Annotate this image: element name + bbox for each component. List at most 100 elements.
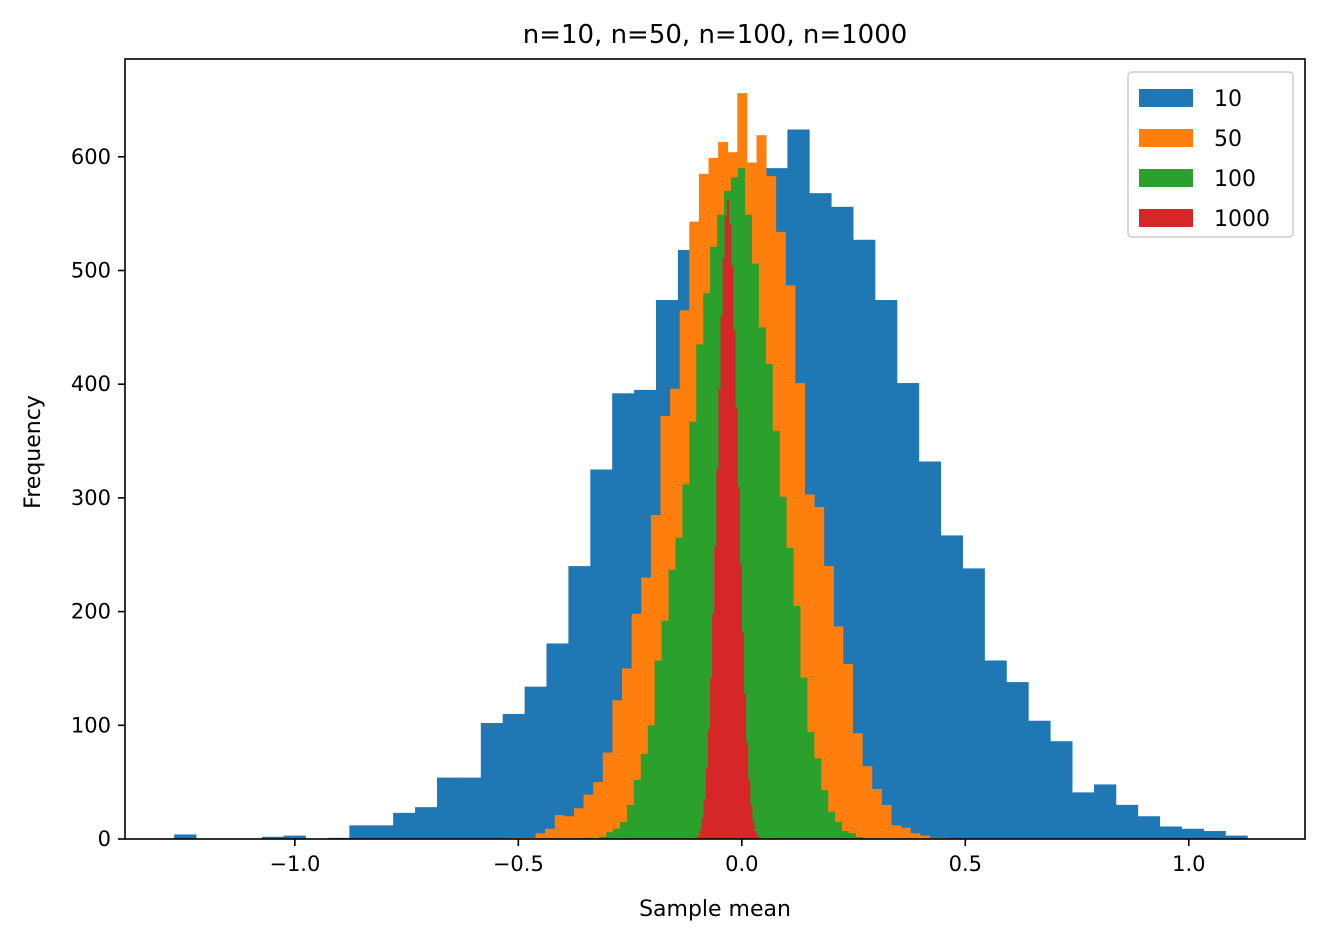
bar-10-46 [1181, 828, 1204, 839]
bar-100-25 [758, 327, 766, 839]
bar-1000-9 [714, 546, 717, 839]
bar-50-3 [535, 833, 546, 839]
bar-50-9 [593, 782, 604, 839]
bar-50-6 [564, 816, 575, 839]
legend-label-10: 10 [1214, 87, 1242, 112]
bar-50-8 [583, 794, 594, 839]
bar-1000-26 [749, 804, 753, 839]
bar-100-32 [807, 732, 815, 839]
bar-10-38 [1006, 682, 1029, 839]
bar-1000-11 [718, 388, 721, 839]
bar-10-10 [393, 812, 416, 839]
bar-10-35 [940, 535, 963, 839]
bar-100-35 [827, 811, 836, 839]
legend-swatch-100 [1139, 169, 1193, 187]
bar-100-24 [751, 263, 759, 839]
x-tick-label: 0.5 [949, 852, 982, 876]
bar-100-31 [800, 677, 808, 839]
bar-100-29 [786, 547, 794, 839]
bar-50-35 [843, 663, 854, 839]
bar-1000-27 [752, 820, 755, 839]
bar-100-9 [647, 725, 656, 839]
bar-100-26 [765, 363, 773, 839]
legend-label-100: 100 [1214, 167, 1256, 192]
series-1000-bars [695, 199, 759, 840]
bar-100-36 [834, 821, 843, 839]
x-tick-label: 0.0 [725, 852, 758, 876]
bar-1000-21 [739, 563, 742, 839]
bar-1000-13 [722, 257, 726, 840]
bar-100-34 [820, 790, 829, 839]
bar-100-33 [814, 758, 822, 839]
legend-swatch-50 [1139, 129, 1193, 147]
bar-100-4 [613, 828, 621, 839]
bar-10-33 [896, 383, 920, 839]
bar-10-5 [283, 835, 306, 839]
bar-1000-28 [754, 831, 757, 839]
bar-10-15 [502, 713, 525, 839]
bar-10-40 [1050, 741, 1073, 839]
bar-100-37 [841, 831, 849, 839]
bar-10-19 [590, 469, 613, 839]
bar-100-27 [772, 430, 780, 839]
bar-10-32 [875, 300, 898, 839]
bar-50-42 [910, 833, 921, 839]
bar-1000-6 [707, 729, 711, 839]
bar-10-31 [853, 239, 876, 840]
bar-1000-1 [697, 835, 700, 839]
y-tick-label: 500 [71, 258, 111, 282]
legend-box [1127, 71, 1294, 238]
bar-1000-22 [741, 632, 744, 839]
bars-layer [174, 93, 1248, 840]
x-tick-label: 1.0 [1172, 852, 1205, 876]
bar-10-45 [1159, 826, 1182, 839]
bar-10-9 [371, 825, 394, 839]
bar-1000-20 [737, 486, 740, 839]
bar-10-11 [415, 807, 438, 839]
bar-10-14 [480, 723, 504, 839]
bar-10-4 [261, 836, 285, 839]
bar-10-12 [436, 777, 460, 839]
bar-10-48 [1225, 835, 1248, 839]
bar-50-12 [622, 668, 632, 839]
bar-100-22 [737, 168, 746, 839]
bar-50-32 [814, 506, 825, 839]
bar-10-43 [1115, 804, 1139, 839]
bar-1000-29 [756, 835, 759, 839]
bar-1000-12 [720, 315, 723, 840]
bar-50-40 [891, 825, 902, 839]
y-axis-ticks: 0 100 200 300 400 500 600 [71, 145, 125, 851]
bar-100-38 [848, 833, 856, 839]
plot-area-frame [124, 58, 1306, 840]
bar-50-38 [871, 788, 882, 839]
bar-1000-24 [745, 742, 749, 839]
bar-100-8 [640, 753, 649, 839]
bar-1000-5 [705, 768, 709, 839]
y-tick-label: 100 [71, 713, 111, 737]
bar-10-44 [1137, 816, 1161, 839]
bar-10-36 [962, 568, 985, 839]
bar-10-17 [546, 643, 569, 839]
bar-100-6 [626, 804, 635, 839]
bar-1000-16 [728, 223, 732, 839]
chart-title: n=10, n=50, n=100, n=1000 [523, 20, 908, 50]
bar-10-47 [1203, 831, 1226, 839]
bar-1000-19 [735, 406, 738, 839]
bar-50-11 [612, 700, 623, 839]
bar-50-5 [554, 815, 565, 839]
bar-10-34 [918, 461, 942, 839]
bar-100-11 [661, 620, 669, 839]
y-tick-label: 200 [71, 600, 111, 624]
bar-100-13 [675, 537, 683, 839]
bar-100-10 [654, 660, 662, 839]
bar-1000-8 [712, 613, 715, 839]
legend-swatch-1000 [1139, 209, 1193, 227]
legend-label-1000: 1000 [1214, 207, 1270, 232]
bar-100-15 [689, 421, 697, 839]
x-axis-ticks: −1.0 −0.5 0.0 0.5 1.0 [269, 839, 1205, 876]
bar-50-39 [881, 804, 892, 839]
bar-100-12 [668, 569, 676, 839]
bar-10-8 [349, 825, 372, 839]
bar-50-37 [862, 766, 873, 839]
